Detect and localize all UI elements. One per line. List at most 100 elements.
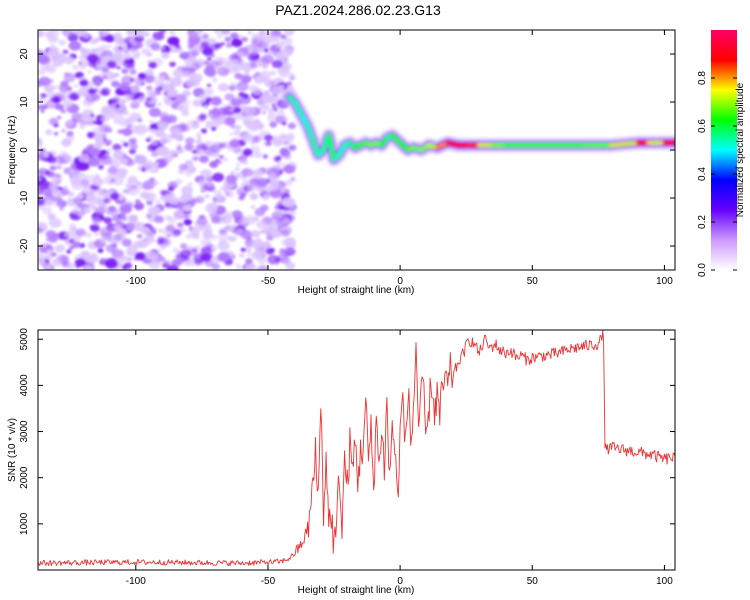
noise-blob	[234, 125, 242, 130]
noise-blob	[251, 74, 257, 79]
noise-blob	[198, 155, 209, 163]
noise-blob	[187, 182, 193, 187]
spectrogram-y-axis: 20 10 0 -10 -20	[19, 48, 675, 253]
noise-blob	[196, 149, 205, 156]
noise-blob	[101, 44, 108, 50]
noise-blob	[157, 228, 164, 233]
track-segment	[305, 123, 316, 143]
noise-blob	[267, 183, 278, 192]
noise-blob	[271, 85, 284, 96]
y-tick-label: 10	[19, 96, 30, 108]
noise-blob	[50, 173, 63, 183]
noise-blob	[95, 119, 104, 126]
noise-blob	[98, 31, 104, 35]
noise-blob	[243, 161, 248, 165]
noise-blob	[83, 207, 91, 214]
noise-blob	[115, 256, 125, 264]
noise-blob	[211, 215, 221, 224]
noise-blob	[230, 32, 239, 40]
noise-blob	[275, 155, 282, 161]
noise-blob	[203, 60, 210, 65]
noise-blob	[81, 114, 92, 123]
snr-frame	[37, 329, 676, 571]
noise-blob	[121, 68, 129, 74]
noise-blob	[187, 165, 197, 173]
noise-blob	[46, 249, 53, 254]
noise-blob	[118, 195, 125, 201]
noise-blob	[57, 115, 62, 120]
noise-blob	[116, 65, 122, 70]
noise-blob	[273, 30, 280, 36]
noise-blob	[235, 116, 240, 120]
noise-blob	[64, 233, 69, 237]
noise-blob	[240, 230, 253, 240]
noise-blob	[191, 50, 200, 57]
noise-blob	[200, 41, 210, 49]
noise-blob	[209, 144, 221, 153]
noise-blob	[160, 123, 165, 128]
noise-blob	[160, 46, 166, 51]
noise-blob	[51, 188, 62, 197]
noise-blob	[211, 126, 217, 131]
noise-blob	[159, 74, 167, 81]
noise-blob	[105, 259, 118, 269]
noise-blob	[149, 119, 155, 124]
noise-blob	[56, 165, 62, 170]
noise-blob	[250, 155, 255, 159]
noise-blob	[79, 124, 86, 129]
noise-blob	[207, 38, 217, 45]
noise-blob	[122, 128, 133, 137]
noise-blob	[134, 80, 143, 87]
noise-blob	[251, 89, 256, 93]
noise-blob	[95, 137, 105, 146]
noise-blob	[79, 90, 88, 97]
noise-blob	[122, 236, 127, 240]
noise-blob	[68, 169, 75, 174]
noise-blob	[173, 209, 187, 220]
noise-blob	[188, 33, 202, 43]
noise-blob	[179, 249, 192, 258]
noise-blob	[235, 96, 240, 100]
noise-blob	[65, 119, 74, 127]
noise-blob	[107, 44, 112, 48]
noise-blob	[147, 206, 161, 216]
noise-blob	[91, 117, 97, 122]
noise-blob	[272, 229, 280, 235]
noise-blob	[254, 208, 266, 217]
noise-blob	[207, 109, 221, 119]
noise-blob	[289, 75, 296, 81]
noise-blob	[187, 56, 195, 62]
noise-blob	[86, 253, 99, 264]
track-segment	[326, 133, 337, 162]
noise-blob	[272, 106, 278, 110]
noise-blob	[140, 226, 150, 234]
noise-blob	[287, 122, 296, 129]
noise-blob	[219, 155, 224, 159]
noise-blob	[188, 43, 195, 48]
noise-blob	[99, 226, 113, 237]
noise-blob	[112, 32, 121, 40]
x-tick-label: 50	[527, 276, 539, 287]
noise-blob	[95, 217, 102, 222]
noise-blob	[121, 230, 127, 235]
noise-blob	[263, 48, 269, 53]
y-tick-label: 20	[19, 48, 30, 60]
noise-blob	[200, 238, 212, 247]
noise-blob	[240, 112, 247, 117]
noise-blob	[174, 267, 180, 270]
noise-blob	[195, 144, 203, 150]
noise-blob	[184, 143, 194, 151]
noise-blob	[202, 47, 214, 56]
noise-blob	[199, 113, 207, 120]
noise-blob	[44, 259, 50, 263]
noise-blob	[130, 86, 140, 94]
noise-blob	[74, 84, 79, 88]
noise-blob	[191, 150, 196, 154]
noise-blob	[204, 194, 210, 199]
noise-blob	[56, 255, 61, 259]
x-tick-label: -50	[261, 276, 276, 287]
noise-blob	[87, 88, 96, 95]
noise-blob	[176, 104, 185, 111]
x-tick-label: -50	[261, 576, 276, 587]
noise-blob	[67, 191, 75, 197]
